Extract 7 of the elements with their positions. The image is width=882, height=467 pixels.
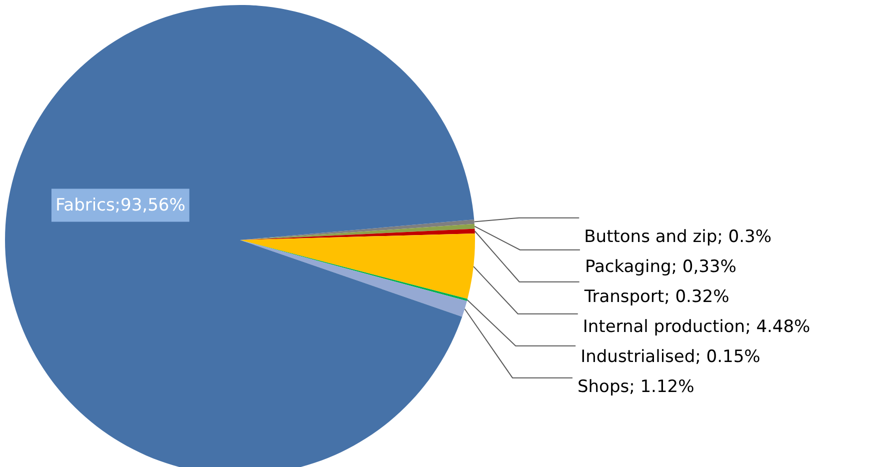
slice-label: Transport; 0.32% bbox=[583, 286, 730, 307]
slice-label: Buttons and zip; 0.3% bbox=[584, 226, 772, 247]
slice-label: Shops; 1.12% bbox=[577, 376, 694, 397]
slice-label: Internal production; 4.48% bbox=[582, 316, 810, 337]
slice-label: Fabrics;93,56% bbox=[55, 195, 186, 216]
slice-label: Industrialised; 0.15% bbox=[580, 346, 760, 367]
slice-label: Packaging; 0,33% bbox=[584, 256, 736, 277]
